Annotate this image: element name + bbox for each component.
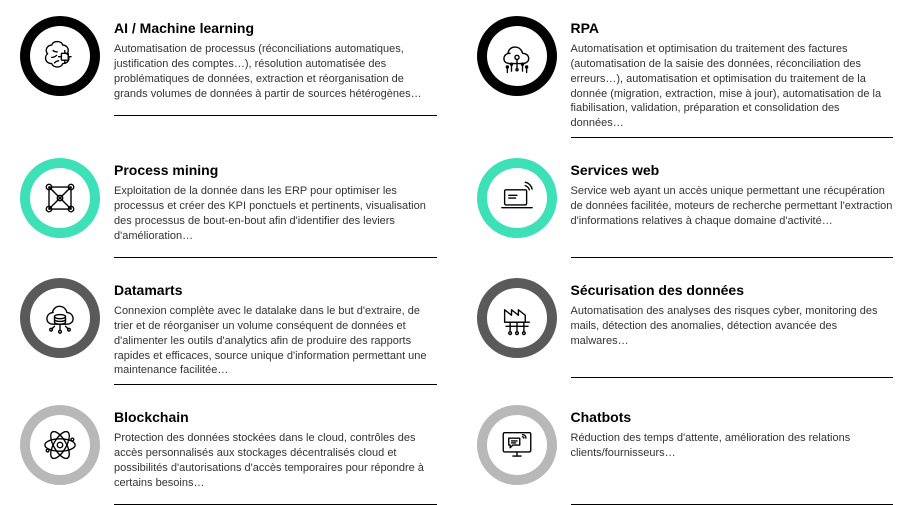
feature-text: Sécurisation des données Automatisation d… bbox=[571, 278, 894, 378]
icon-ring bbox=[20, 405, 100, 485]
feature-text: RPA Automatisation et optimisation du tra… bbox=[571, 16, 894, 138]
feature-text: Chatbots Réduction des temps d'attente, a… bbox=[571, 405, 894, 505]
feature-description: Connexion complète avec le datalake dans… bbox=[114, 304, 437, 385]
feature-text: Process mining Exploitation de la donnée … bbox=[114, 158, 437, 258]
feature-title: Process mining bbox=[114, 162, 437, 178]
feature-description: Automatisation et optimisation du traite… bbox=[571, 42, 894, 138]
factory-chip-icon bbox=[487, 288, 547, 348]
feature-description: Automatisation des analyses des risques … bbox=[571, 304, 894, 378]
feature-title: AI / Machine learning bbox=[114, 20, 437, 36]
atom-icon bbox=[30, 415, 90, 475]
icon-ring bbox=[20, 278, 100, 358]
feature-item-securisation: Sécurisation des données Automatisation d… bbox=[477, 278, 894, 385]
feature-title: Sécurisation des données bbox=[571, 282, 894, 298]
feature-item-datamarts: Datamarts Connexion complète avec le data… bbox=[20, 278, 437, 385]
feature-item-chatbots: Chatbots Réduction des temps d'attente, a… bbox=[477, 405, 894, 505]
feature-title: Blockchain bbox=[114, 409, 437, 425]
feature-item-blockchain: Blockchain Protection des données stockée… bbox=[20, 405, 437, 505]
feature-description: Automatisation de processus (réconciliat… bbox=[114, 42, 437, 116]
feature-description: Exploitation de la donnée dans les ERP p… bbox=[114, 184, 437, 258]
icon-ring bbox=[477, 405, 557, 485]
feature-text: Datamarts Connexion complète avec le data… bbox=[114, 278, 437, 385]
feature-title: RPA bbox=[571, 20, 894, 36]
feature-text: Services web Service web ayant un accès u… bbox=[571, 158, 894, 258]
feature-text: AI / Machine learning Automatisation de p… bbox=[114, 16, 437, 116]
cloud-db-icon bbox=[30, 288, 90, 348]
feature-item-process_mining: Process mining Exploitation de la donnée … bbox=[20, 158, 437, 258]
chatbot-screen-icon bbox=[487, 415, 547, 475]
feature-title: Chatbots bbox=[571, 409, 894, 425]
ai-brain-icon bbox=[30, 26, 90, 86]
feature-title: Services web bbox=[571, 162, 894, 178]
feature-title: Datamarts bbox=[114, 282, 437, 298]
feature-grid: AI / Machine learning Automatisation de p… bbox=[20, 16, 893, 505]
icon-ring bbox=[477, 16, 557, 96]
icon-ring bbox=[20, 158, 100, 238]
icon-ring bbox=[20, 16, 100, 96]
feature-text: Blockchain Protection des données stockée… bbox=[114, 405, 437, 505]
feature-description: Service web ayant un accès unique permet… bbox=[571, 184, 894, 258]
icon-ring bbox=[477, 278, 557, 358]
feature-item-ai_ml: AI / Machine learning Automatisation de p… bbox=[20, 16, 437, 138]
feature-description: Réduction des temps d'attente, améliorat… bbox=[571, 431, 894, 505]
feature-item-rpa: RPA Automatisation et optimisation du tra… bbox=[477, 16, 894, 138]
feature-description: Protection des données stockées dans le … bbox=[114, 431, 437, 505]
feature-item-services_web: Services web Service web ayant un accès u… bbox=[477, 158, 894, 258]
laptop-wifi-icon bbox=[487, 168, 547, 228]
graph-network-icon bbox=[30, 168, 90, 228]
rpa-cloud-icon bbox=[487, 26, 547, 86]
icon-ring bbox=[477, 158, 557, 238]
